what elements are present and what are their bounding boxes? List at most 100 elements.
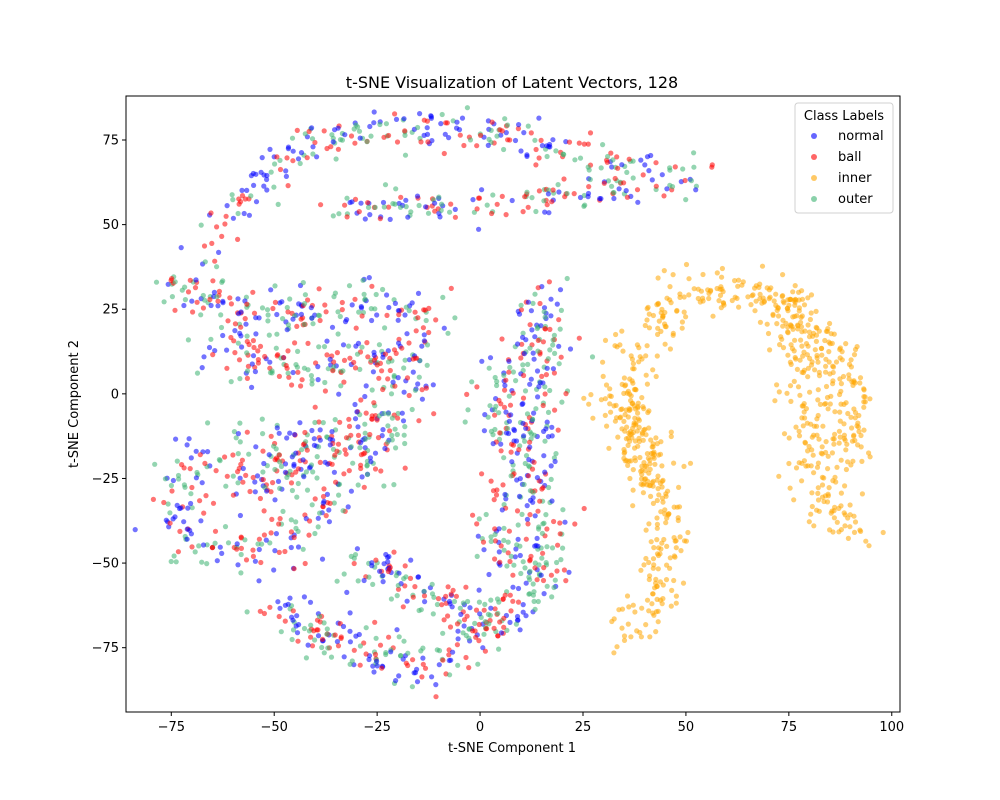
point-ball	[358, 462, 364, 468]
point-inner	[859, 491, 866, 497]
point-outer	[380, 286, 386, 293]
point-outer	[530, 300, 536, 306]
point-normal	[235, 562, 241, 568]
point-ball	[527, 322, 533, 328]
point-normal	[548, 296, 554, 302]
point-ball	[510, 572, 516, 578]
point-ball	[322, 388, 328, 394]
point-ball	[431, 411, 437, 417]
point-ball	[230, 452, 236, 458]
point-normal	[436, 662, 442, 668]
point-outer	[248, 193, 254, 199]
point-outer	[545, 356, 551, 362]
point-ball	[294, 127, 300, 133]
point-ball	[323, 513, 329, 519]
point-inner	[863, 538, 869, 544]
point-inner	[780, 298, 786, 304]
point-ball	[529, 466, 536, 472]
point-inner	[655, 566, 661, 572]
point-ball	[624, 194, 631, 200]
point-outer	[523, 453, 530, 459]
point-outer	[402, 440, 408, 447]
point-inner	[838, 457, 844, 463]
point-ball	[536, 188, 543, 194]
y-tick-label: 25	[102, 303, 119, 318]
point-inner	[780, 317, 786, 323]
point-outer	[536, 526, 542, 532]
point-outer	[205, 420, 211, 426]
point-inner	[793, 356, 799, 362]
point-ball	[190, 309, 196, 315]
point-normal	[528, 376, 534, 382]
point-outer	[354, 351, 361, 357]
point-normal	[241, 210, 247, 217]
point-outer	[176, 476, 182, 482]
point-outer	[324, 626, 330, 632]
point-normal	[358, 200, 364, 206]
point-ball	[640, 172, 646, 178]
point-outer	[316, 444, 322, 450]
point-inner	[631, 420, 637, 426]
point-ball	[482, 648, 488, 654]
point-outer	[424, 342, 431, 348]
point-ball	[463, 654, 469, 661]
point-outer	[513, 378, 519, 384]
point-ball	[167, 520, 173, 526]
point-outer	[289, 636, 295, 643]
point-ball	[286, 374, 292, 380]
point-outer	[230, 473, 236, 479]
point-ball	[542, 326, 549, 332]
point-inner	[848, 414, 854, 420]
point-outer	[492, 374, 498, 381]
point-outer	[589, 354, 596, 360]
point-ball	[209, 544, 215, 551]
point-inner	[658, 509, 664, 515]
point-inner	[628, 393, 634, 399]
point-inner	[714, 270, 720, 276]
point-inner	[780, 293, 786, 299]
point-outer	[391, 482, 397, 488]
point-ball	[261, 508, 267, 514]
point-ball	[201, 243, 208, 249]
point-inner	[808, 292, 815, 298]
point-inner	[632, 609, 638, 615]
point-outer	[332, 290, 338, 296]
point-ball	[302, 429, 308, 436]
point-outer	[396, 634, 402, 640]
point-normal	[659, 172, 665, 178]
point-normal	[220, 332, 226, 339]
point-inner	[823, 356, 829, 362]
point-inner	[674, 307, 680, 314]
point-normal	[638, 157, 644, 163]
point-outer	[320, 420, 326, 426]
point-inner	[671, 460, 677, 466]
point-outer	[348, 553, 354, 560]
point-inner	[823, 363, 829, 369]
point-normal	[219, 550, 225, 557]
point-outer	[334, 578, 340, 584]
point-ball	[285, 309, 291, 315]
point-inner	[695, 295, 701, 302]
point-inner	[735, 283, 741, 289]
point-inner	[622, 383, 628, 389]
point-normal	[509, 197, 515, 204]
point-inner	[633, 387, 639, 393]
point-inner	[655, 325, 661, 331]
point-normal	[421, 338, 427, 344]
point-normal	[486, 571, 492, 578]
point-ball	[541, 565, 547, 571]
point-outer	[520, 330, 526, 336]
point-outer	[524, 411, 531, 417]
point-outer	[502, 116, 508, 122]
point-normal	[644, 154, 651, 160]
point-ball	[374, 417, 380, 423]
point-outer	[385, 359, 392, 365]
point-ball	[295, 466, 301, 472]
point-ball	[601, 180, 607, 186]
point-inner	[642, 322, 648, 329]
point-outer	[540, 521, 546, 527]
point-inner	[785, 297, 791, 303]
point-outer	[304, 487, 311, 493]
point-ball	[480, 539, 487, 545]
point-normal	[238, 309, 244, 315]
